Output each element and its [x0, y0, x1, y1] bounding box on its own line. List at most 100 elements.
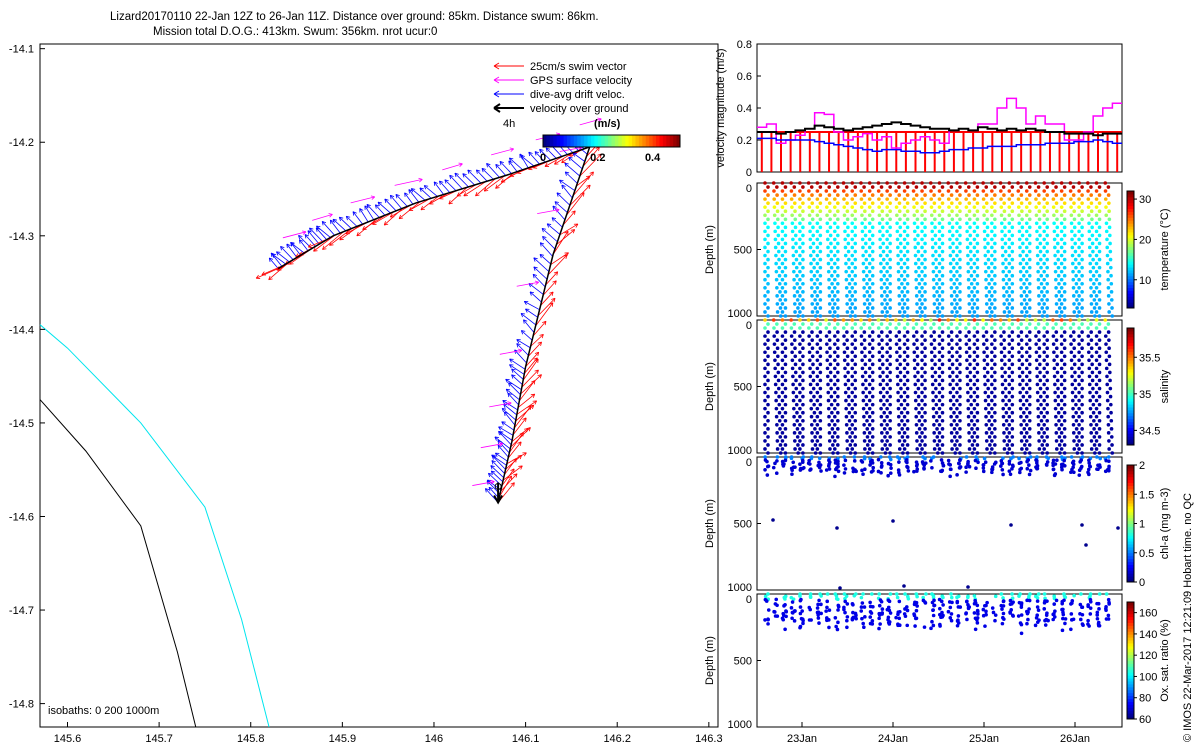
section-point — [1004, 402, 1008, 407]
section-point — [825, 374, 830, 379]
section-point — [1020, 217, 1024, 222]
section-point — [930, 600, 935, 605]
section-point — [902, 310, 907, 314]
drift-vector — [534, 151, 546, 163]
section-point — [931, 261, 935, 266]
section-point — [940, 281, 945, 286]
section-point — [1054, 330, 1059, 334]
section-point — [923, 265, 927, 270]
section-point — [905, 338, 910, 342]
section-point — [771, 518, 775, 522]
section-point — [867, 253, 872, 258]
section-point — [809, 398, 813, 403]
colorbar-segment — [669, 135, 674, 147]
section-point — [990, 606, 995, 610]
section-point — [794, 257, 799, 262]
section-point — [843, 458, 848, 463]
section-point — [958, 394, 962, 399]
section-point — [792, 277, 796, 282]
section-point — [880, 362, 885, 367]
section-point — [1007, 462, 1012, 466]
section-point — [861, 472, 865, 477]
section-point — [1035, 253, 1040, 258]
section-point — [951, 370, 955, 375]
section-point — [958, 435, 962, 439]
section-point — [842, 213, 847, 218]
section-point — [1005, 443, 1010, 447]
section-point — [920, 197, 924, 201]
section-point — [885, 277, 889, 282]
section-point — [853, 306, 858, 310]
section-point — [1089, 193, 1093, 197]
section-point — [1106, 330, 1111, 334]
section-point — [915, 209, 919, 214]
section-point — [1020, 346, 1024, 351]
section-point — [905, 281, 910, 286]
section-point — [1077, 294, 1081, 298]
section-point — [815, 342, 820, 346]
section-point — [1094, 245, 1099, 250]
section-point — [824, 326, 829, 330]
section-point — [940, 322, 945, 326]
colorbar-segment — [570, 135, 575, 147]
section-point — [885, 213, 889, 218]
colorbar-segment — [618, 135, 623, 147]
section-point — [916, 394, 921, 399]
section-point — [1072, 302, 1076, 306]
section-point — [982, 350, 986, 355]
section-colorbar-segment — [1127, 398, 1134, 402]
section-point — [895, 221, 899, 226]
section-point — [1071, 406, 1075, 411]
section-point — [827, 277, 831, 282]
section-point — [843, 366, 847, 371]
section-colorbar-segment — [1127, 640, 1134, 644]
section-point — [1069, 213, 1074, 218]
section-point — [1097, 185, 1102, 189]
section-point — [1055, 362, 1060, 367]
section-point — [894, 318, 898, 322]
section-point — [877, 616, 881, 621]
section-point — [774, 398, 778, 403]
section-point — [870, 273, 875, 278]
section-point — [879, 277, 884, 282]
section-point — [905, 410, 910, 415]
section-point — [946, 609, 951, 614]
section-point — [930, 245, 935, 250]
section-colorbar-segment — [1127, 695, 1134, 700]
swim-vector — [519, 380, 536, 402]
section-point — [798, 439, 802, 443]
section-point — [1042, 237, 1046, 242]
section-point — [811, 386, 816, 391]
section-point — [818, 418, 823, 423]
section-point — [1020, 370, 1025, 375]
section-point — [1017, 358, 1022, 363]
section-point — [836, 306, 840, 310]
section-point — [1027, 402, 1032, 407]
section-point — [882, 273, 887, 278]
section-point — [888, 370, 892, 375]
section-point — [1042, 318, 1046, 322]
section-point — [966, 585, 970, 589]
section-point — [966, 261, 970, 266]
section-point — [1107, 338, 1111, 342]
section-point — [1090, 378, 1095, 383]
section-point — [833, 302, 837, 306]
section-point — [780, 197, 785, 201]
section-point — [792, 185, 797, 189]
section-point — [867, 213, 872, 218]
section-point — [990, 269, 994, 274]
section-point — [848, 451, 853, 455]
section-point — [899, 257, 903, 262]
section-point — [1016, 326, 1021, 330]
section-colorbar-frame — [1126, 190, 1135, 309]
section-point — [955, 342, 959, 346]
section-point — [773, 245, 778, 250]
section-point — [765, 459, 769, 464]
section-point — [1073, 233, 1077, 238]
drift-vector — [545, 147, 557, 159]
section-point — [870, 241, 875, 246]
section-point — [1001, 414, 1006, 419]
section-ytick-label: 0 — [746, 320, 752, 332]
section-point — [969, 402, 974, 407]
section-point — [1010, 402, 1015, 407]
